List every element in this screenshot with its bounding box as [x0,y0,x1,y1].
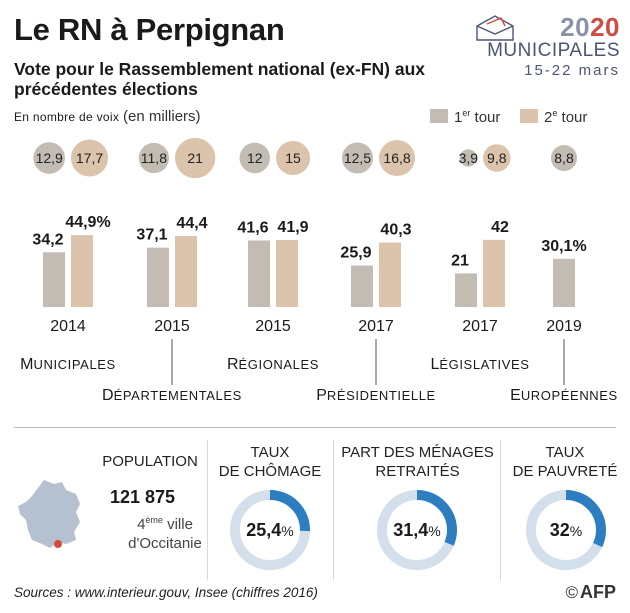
election-year-label: 2014 [50,318,86,335]
retraites-ring: 31,4% [377,490,457,570]
votes-bubble-round2 [483,144,511,172]
votes-label-round1: 12 [247,150,263,166]
election-name-label: MUNICIPALES [20,356,116,373]
stat-separator [500,440,501,580]
bar-value-round1: 25,9 [340,245,371,262]
bar-value-round1: 37,1 [136,227,167,244]
bar-round1 [553,258,575,307]
pauvrete-title: TAUX DE PAUVRETÉ [512,444,618,480]
bar-value-round2: 44,9% [65,214,110,231]
bar-round2 [71,235,93,307]
bar-value-round1: 41,6 [237,219,268,236]
votes-bubble-round1 [341,142,374,174]
population-rank: 4ème ville d'Occitanie [128,515,202,552]
bar-round1 [43,252,65,307]
bar-value-round2: 42 [491,219,509,236]
election-name-label: PRÉSIDENTIELLE [316,387,436,404]
bar-round1 [455,273,477,307]
election-year-label: 2017 [462,318,498,335]
bar-value-round1: 30,1% [541,238,586,255]
bar-value-round2: 41,9 [277,219,308,236]
votes-label-round2: 15 [285,150,301,166]
legend-swatch-round2 [520,109,538,123]
votes-bubble-round2 [379,139,416,177]
bar-round1 [147,247,169,307]
election-year-label: 2019 [546,318,582,335]
logo-label: MUNICIPALES [487,40,620,61]
votes-label-round1: 12,9 [36,150,63,166]
election-year-label: 2015 [154,318,190,335]
bar-round1 [351,265,373,307]
election-bar-chart: 12,9 17,7 34,244,9% 2014 MUNICIPALES 11,8 21 37… [20,137,618,404]
retraites-title: PART DES MÉNAGES RETRAITÉS [341,444,494,480]
afp-logo: © AFP [565,582,616,602]
page-title: Le RN à Perpignan [14,12,285,47]
ring-value-label: 25,4% [246,520,294,540]
legend-swatch-round1 [430,109,448,123]
bar-round2 [483,239,505,307]
stat-separator [333,440,334,580]
chomage-ring: 25,4% [230,490,310,570]
pauvrete-ring: 32% [526,490,606,570]
election-year-label: 2017 [358,318,394,335]
ring-value-label: 31,4% [393,520,441,540]
population-value: 121 875 [110,487,176,507]
votes-label-round2: 17,7 [76,150,103,166]
votes-bubble-round1 [33,142,65,174]
votes-label-round2: 9,8 [487,150,507,166]
bar-round2 [276,239,298,307]
votes-label-round1: 8,8 [554,150,574,166]
votes-label-round2: 21 [187,150,203,166]
ballot-envelope-icon [476,15,514,41]
municipales-logo: 2020 MUNICIPALES 15-22 mars [475,12,620,79]
votes-bubble-round1 [459,149,477,167]
bar-value-round2: 40,3 [380,222,411,239]
votes-bubble-round2 [175,137,216,179]
votes-bubble-round1 [239,142,270,174]
election-name-label: RÉGIONALES [227,356,319,373]
population-title: POPULATION [102,453,198,470]
stat-separator [207,440,208,580]
unit-paren: (en milliers) [123,108,201,125]
votes-label-round2: 16,8 [383,150,410,166]
votes-label-round1: 11,8 [141,150,167,166]
ring-value-label: 32% [550,520,582,540]
votes-label-round1: 12,5 [344,150,371,166]
section-divider [14,427,616,428]
votes-bubble-round1 [138,142,169,174]
ring-fill [377,490,457,570]
chart-unit: En nombre de voix (en milliers) [14,108,201,125]
bar-value-round1: 34,2 [32,231,63,248]
votes-label-round1: 3,9 [459,150,479,166]
unit-label: En nombre de voix [14,110,120,124]
election-name-label: EUROPÉENNES [510,387,618,404]
election-year-label: 2015 [255,318,291,335]
legend-round2: 2e tour [520,108,587,126]
page-subtitle: Vote pour le Rassemblement national (ex-… [14,59,426,99]
ring-fill [230,490,310,570]
logo-year: 2020 [560,12,620,42]
chomage-title: TAUX DE CHÔMAGE [218,444,322,480]
election-name-label: LÉGISLATIVES [430,356,529,373]
bar-round2 [379,242,401,307]
sources-note: Sources : www.interieur.gouv, Insee (chi… [14,585,318,600]
bar-value-round2: 44,4 [176,215,207,232]
votes-bubble-round1 [550,144,578,172]
votes-bubble-round2 [276,140,311,176]
bar-round1 [248,240,270,307]
votes-bubble-round2 [71,139,109,177]
bar-value-round1: 21 [451,252,469,269]
logo-dates: 15-22 mars [524,62,620,79]
bar-round2 [175,235,197,307]
election-name-label: DÉPARTEMENTALES [102,387,242,404]
ring-fill [526,490,606,570]
legend-round1: 1er tour [430,108,500,126]
france-map-icon [18,480,80,548]
